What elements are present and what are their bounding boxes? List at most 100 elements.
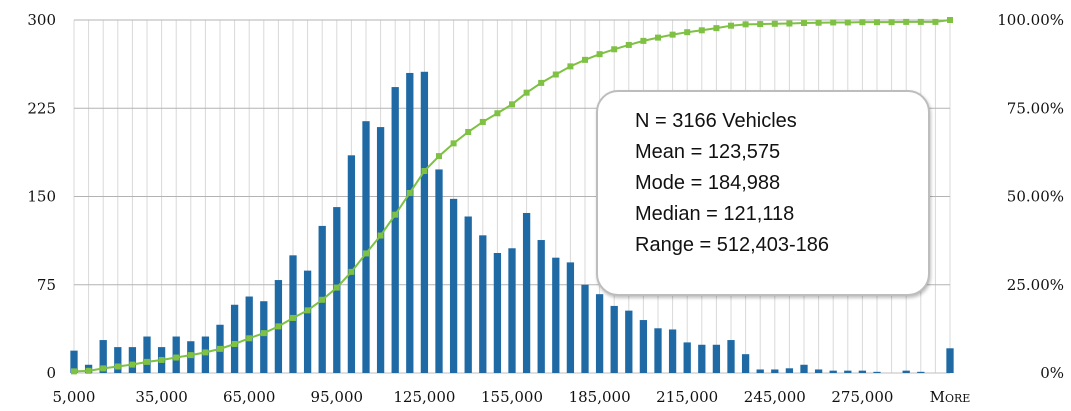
histogram-bar — [610, 305, 618, 373]
cumulative-marker — [596, 51, 603, 58]
histogram-bar — [552, 257, 560, 373]
histogram-bar — [245, 296, 253, 373]
histogram-bar — [303, 270, 312, 373]
histogram-bar — [625, 310, 633, 373]
cumulative-marker — [479, 118, 486, 125]
histogram-bar — [114, 347, 122, 373]
cumulative-marker — [713, 25, 720, 32]
histogram-bar — [70, 350, 78, 373]
cumulative-marker — [888, 19, 895, 26]
cumulative-marker — [611, 46, 618, 53]
stat-mode: Mode = 184,988 — [635, 172, 781, 194]
cumulative-marker — [903, 18, 910, 25]
histogram-bar — [654, 328, 662, 373]
cumulative-marker — [246, 335, 253, 342]
cumulative-marker — [523, 89, 530, 96]
cumulative-marker — [640, 37, 647, 44]
x-axis-tick-label: 65,000 — [223, 388, 276, 406]
histogram-bar — [844, 370, 852, 373]
histogram-bar — [946, 348, 954, 373]
cumulative-marker — [582, 56, 588, 63]
right-axis-tick-label: 0% — [1040, 364, 1064, 382]
histogram-bar — [581, 284, 589, 373]
histogram-bar — [785, 368, 794, 373]
histogram-bar — [712, 344, 721, 373]
histogram-bar — [376, 127, 385, 374]
cumulative-marker — [363, 250, 369, 257]
cumulative-marker — [771, 20, 778, 27]
cumulative-marker — [728, 22, 734, 29]
cumulative-marker — [202, 349, 209, 356]
cumulative-marker — [494, 110, 501, 117]
histogram-bar — [639, 320, 648, 373]
histogram-bar — [727, 340, 735, 373]
histogram-bar — [99, 340, 107, 373]
histogram-bar — [814, 369, 823, 373]
cumulative-marker — [319, 296, 326, 303]
histogram-bar — [522, 212, 531, 373]
cumulative-marker — [917, 18, 924, 25]
histogram-bar — [420, 71, 429, 374]
cumulative-marker — [625, 41, 632, 48]
x-axis-tick-label: More — [930, 388, 971, 406]
cumulative-marker — [830, 19, 837, 26]
histogram-bar — [756, 369, 764, 373]
right-axis-tick-label: 25.00% — [1007, 276, 1064, 294]
left-axis-tick-label: 225 — [27, 99, 56, 117]
cumulative-marker — [260, 330, 267, 337]
cumulative-marker — [947, 17, 953, 23]
histogram-bar — [595, 294, 604, 373]
cumulative-marker — [757, 21, 764, 28]
cumulative-marker — [71, 368, 77, 375]
cumulative-marker — [129, 361, 136, 368]
cumulative-marker — [859, 19, 866, 26]
cumulative-marker — [187, 352, 194, 359]
left-axis-tick-label: 75 — [37, 276, 56, 294]
cumulative-marker — [538, 79, 545, 86]
histogram-bar — [668, 329, 677, 373]
cumulative-marker — [217, 345, 223, 352]
histogram-bar — [449, 198, 458, 373]
cumulative-marker — [509, 101, 515, 108]
stat-mean: Mean = 123,575 — [635, 141, 781, 163]
histogram-bar — [873, 371, 881, 373]
right-axis-tick-labels: 0% 25.00% 50.00% 75.00% 100.00% — [997, 11, 1064, 382]
histogram-bar — [917, 371, 925, 373]
left-axis-tick-label: 150 — [27, 188, 56, 206]
cumulative-marker — [669, 31, 676, 38]
cumulative-marker — [465, 128, 472, 135]
cumulative-marker — [421, 168, 428, 175]
cumulative-marker — [815, 19, 822, 26]
histogram-bar — [493, 252, 502, 373]
x-axis-tick-label: 185,000 — [569, 388, 631, 406]
x-axis-tick-label: 125,000 — [393, 388, 455, 406]
cumulative-marker — [567, 63, 574, 70]
left-axis-tick-label: 300 — [27, 11, 56, 29]
x-axis-tick-label: 275,000 — [831, 388, 893, 406]
right-axis-tick-label: 75.00% — [1007, 99, 1064, 117]
histogram-bar — [800, 364, 808, 373]
left-axis-tick-label: 0 — [46, 364, 56, 382]
cumulative-marker — [85, 367, 92, 374]
histogram-bar — [464, 216, 472, 373]
histogram-bar — [143, 336, 151, 373]
stat-range: Range = 512,403-186 — [635, 234, 830, 256]
histogram-bar — [741, 354, 750, 373]
left-axis-tick-labels: 0 75 150 225 300 — [27, 11, 56, 382]
histogram-bar — [260, 301, 268, 373]
x-axis-tick-label: 5,000 — [53, 388, 96, 406]
x-axis-tick-label: 245,000 — [744, 388, 806, 406]
histogram-bar — [128, 347, 137, 373]
cumulative-marker — [742, 21, 749, 28]
cumulative-marker — [844, 19, 851, 26]
x-axis-tick-label: 215,000 — [656, 388, 718, 406]
histogram-bar — [829, 370, 837, 373]
cumulative-marker — [333, 284, 340, 291]
right-axis-tick-label: 100.00% — [997, 11, 1064, 29]
histogram-bar — [435, 169, 443, 373]
cumulative-marker — [173, 354, 180, 361]
histogram-bar — [566, 262, 575, 373]
cumulative-marker — [698, 27, 705, 34]
cumulative-marker — [406, 189, 413, 196]
histogram-bar — [683, 342, 691, 373]
